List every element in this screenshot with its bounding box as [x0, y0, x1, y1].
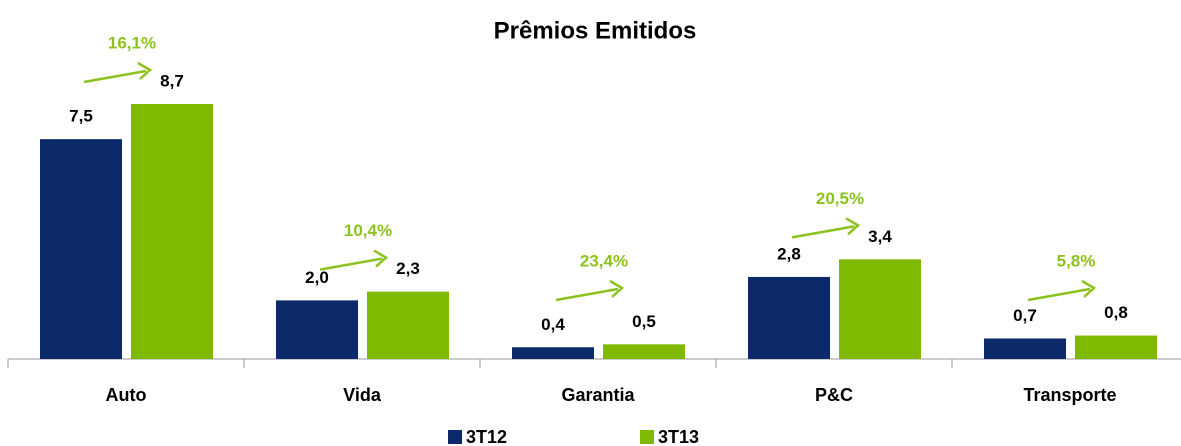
- value-label: 0,5: [632, 312, 656, 331]
- x-tick-label: Vida: [343, 385, 382, 405]
- bar: [40, 139, 122, 359]
- bar: [748, 276, 830, 359]
- growth-arrow: [791, 225, 855, 239]
- bar: [131, 104, 213, 359]
- bar: [1075, 335, 1157, 359]
- chart-title: Prêmios Emitidos: [494, 17, 697, 44]
- value-label: 2,0: [305, 268, 329, 287]
- x-tick-label: P&C: [815, 385, 853, 405]
- x-tick-label: Transporte: [1023, 385, 1116, 405]
- value-label: 0,7: [1013, 306, 1037, 325]
- legend-swatch: [640, 430, 654, 444]
- value-label: 7,5: [69, 107, 93, 126]
- value-label: 2,8: [777, 244, 801, 263]
- value-label: 8,7: [160, 71, 184, 90]
- growth-arrow: [83, 69, 147, 84]
- growth-arrowhead: [373, 249, 389, 268]
- growth-arrowhead: [1081, 279, 1097, 298]
- growth-label: 5,8%: [1057, 251, 1096, 270]
- legend-swatch: [448, 430, 462, 444]
- bar: [512, 347, 594, 359]
- growth-arrowhead: [609, 279, 625, 298]
- growth-label: 16,1%: [108, 33, 156, 52]
- legend-label: 3T12: [466, 427, 507, 446]
- bar: [603, 344, 685, 359]
- growth-arrow: [319, 257, 383, 271]
- bar: [367, 291, 449, 359]
- growth-label: 20,5%: [816, 189, 864, 208]
- value-label: 3,4: [868, 227, 892, 246]
- value-label: 0,4: [541, 315, 565, 334]
- growth-arrowhead: [845, 217, 861, 236]
- bar: [984, 338, 1066, 359]
- bar: [839, 259, 921, 359]
- x-tick-label: Garantia: [561, 385, 635, 405]
- value-label: 2,3: [396, 259, 420, 278]
- value-label: 0,8: [1104, 303, 1128, 322]
- growth-label: 23,4%: [580, 251, 628, 270]
- growth-arrow: [555, 287, 619, 302]
- growth-label: 10,4%: [344, 221, 392, 240]
- growth-arrowhead: [137, 61, 153, 80]
- growth-arrow: [1027, 287, 1091, 302]
- legend-label: 3T13: [658, 427, 699, 446]
- bar: [276, 300, 358, 359]
- x-tick-label: Auto: [106, 385, 147, 405]
